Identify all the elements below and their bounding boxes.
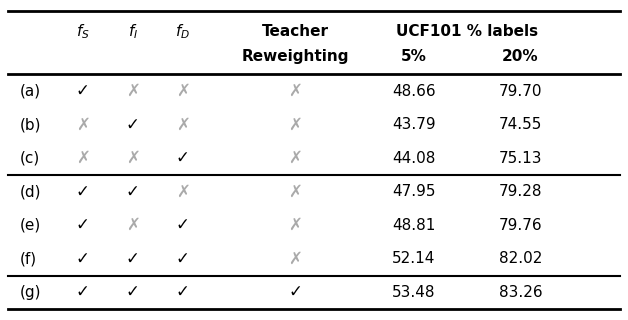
Text: ✓: ✓ bbox=[176, 283, 190, 301]
Text: ✗: ✗ bbox=[126, 149, 139, 167]
Text: (b): (b) bbox=[20, 117, 41, 132]
Text: (e): (e) bbox=[20, 218, 41, 233]
Text: ✗: ✗ bbox=[126, 82, 139, 100]
Text: Reweighting: Reweighting bbox=[242, 49, 349, 64]
Text: ✗: ✗ bbox=[288, 82, 302, 100]
Text: ✓: ✓ bbox=[126, 283, 139, 301]
Text: ✗: ✗ bbox=[288, 216, 302, 234]
Text: ✓: ✓ bbox=[76, 283, 90, 301]
Text: 48.66: 48.66 bbox=[392, 84, 436, 99]
Text: ✓: ✓ bbox=[126, 183, 139, 201]
Text: (g): (g) bbox=[20, 285, 41, 300]
Text: ✓: ✓ bbox=[176, 250, 190, 268]
Text: 53.48: 53.48 bbox=[392, 285, 436, 300]
Text: 79.70: 79.70 bbox=[499, 84, 542, 99]
Text: ✗: ✗ bbox=[176, 82, 190, 100]
Text: ✓: ✓ bbox=[76, 250, 90, 268]
Text: ✗: ✗ bbox=[126, 216, 139, 234]
Text: 75.13: 75.13 bbox=[499, 151, 542, 166]
Text: $f_I$: $f_I$ bbox=[127, 22, 138, 41]
Text: 47.95: 47.95 bbox=[392, 184, 436, 199]
Text: ✗: ✗ bbox=[76, 149, 90, 167]
Text: 48.81: 48.81 bbox=[392, 218, 436, 233]
Text: $f_S$: $f_S$ bbox=[76, 22, 90, 41]
Text: ✓: ✓ bbox=[176, 216, 190, 234]
Text: 79.28: 79.28 bbox=[499, 184, 542, 199]
Text: ✓: ✓ bbox=[126, 250, 139, 268]
Text: 5%: 5% bbox=[401, 49, 427, 64]
Text: 79.76: 79.76 bbox=[499, 218, 542, 233]
Text: 82.02: 82.02 bbox=[499, 251, 542, 266]
Text: (d): (d) bbox=[20, 184, 41, 199]
Text: (a): (a) bbox=[20, 84, 41, 99]
Text: 20%: 20% bbox=[502, 49, 539, 64]
Text: ✓: ✓ bbox=[76, 216, 90, 234]
Text: ✗: ✗ bbox=[76, 116, 90, 134]
Text: ✓: ✓ bbox=[126, 116, 139, 134]
Text: 44.08: 44.08 bbox=[392, 151, 436, 166]
Text: $f_D$: $f_D$ bbox=[175, 22, 190, 41]
Text: ✓: ✓ bbox=[76, 183, 90, 201]
Text: Teacher: Teacher bbox=[262, 24, 328, 39]
Text: ✗: ✗ bbox=[288, 250, 302, 268]
Text: ✗: ✗ bbox=[176, 116, 190, 134]
Text: (c): (c) bbox=[20, 151, 40, 166]
Text: 83.26: 83.26 bbox=[499, 285, 542, 300]
Text: 43.79: 43.79 bbox=[392, 117, 436, 132]
Text: 52.14: 52.14 bbox=[392, 251, 436, 266]
Text: ✓: ✓ bbox=[76, 82, 90, 100]
Text: UCF101 % labels: UCF101 % labels bbox=[396, 24, 538, 39]
Text: 74.55: 74.55 bbox=[499, 117, 542, 132]
Text: ✓: ✓ bbox=[288, 283, 302, 301]
Text: ✗: ✗ bbox=[288, 149, 302, 167]
Text: ✗: ✗ bbox=[176, 183, 190, 201]
Text: ✓: ✓ bbox=[176, 149, 190, 167]
Text: (f): (f) bbox=[20, 251, 37, 266]
Text: ✗: ✗ bbox=[288, 116, 302, 134]
Text: ✗: ✗ bbox=[288, 183, 302, 201]
